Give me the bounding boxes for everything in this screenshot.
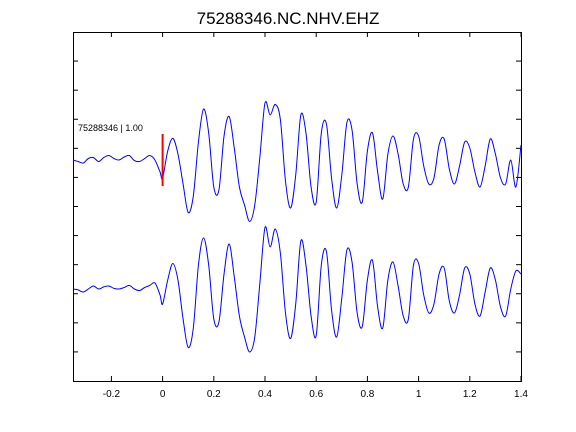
chart-title: 75288346.NC.NHV.EHZ	[197, 9, 380, 28]
x-tick-label: 0.2	[207, 389, 221, 400]
x-tick-label: 0	[160, 389, 166, 400]
waveform-traces	[72, 100, 522, 353]
plot-frame	[73, 32, 522, 382]
x-tick-label: 1.2	[463, 389, 477, 400]
x-tick-label: 0.6	[309, 389, 323, 400]
x-tick-label: 0.8	[360, 389, 374, 400]
x-tick-label: 1	[416, 389, 422, 400]
axis-ticks: -0.2 0 0.2 0.4 0.6 0.8 1 1.2 1.4	[73, 32, 528, 400]
waveform-trace-upper	[72, 100, 522, 222]
x-tick-label: 1.4	[514, 389, 528, 400]
waveform-trace-lower	[72, 226, 522, 353]
x-tick-label: -0.2	[103, 389, 121, 400]
x-tick-label: 0.4	[258, 389, 272, 400]
trace-label: 75288346 | 1.00	[78, 123, 143, 133]
